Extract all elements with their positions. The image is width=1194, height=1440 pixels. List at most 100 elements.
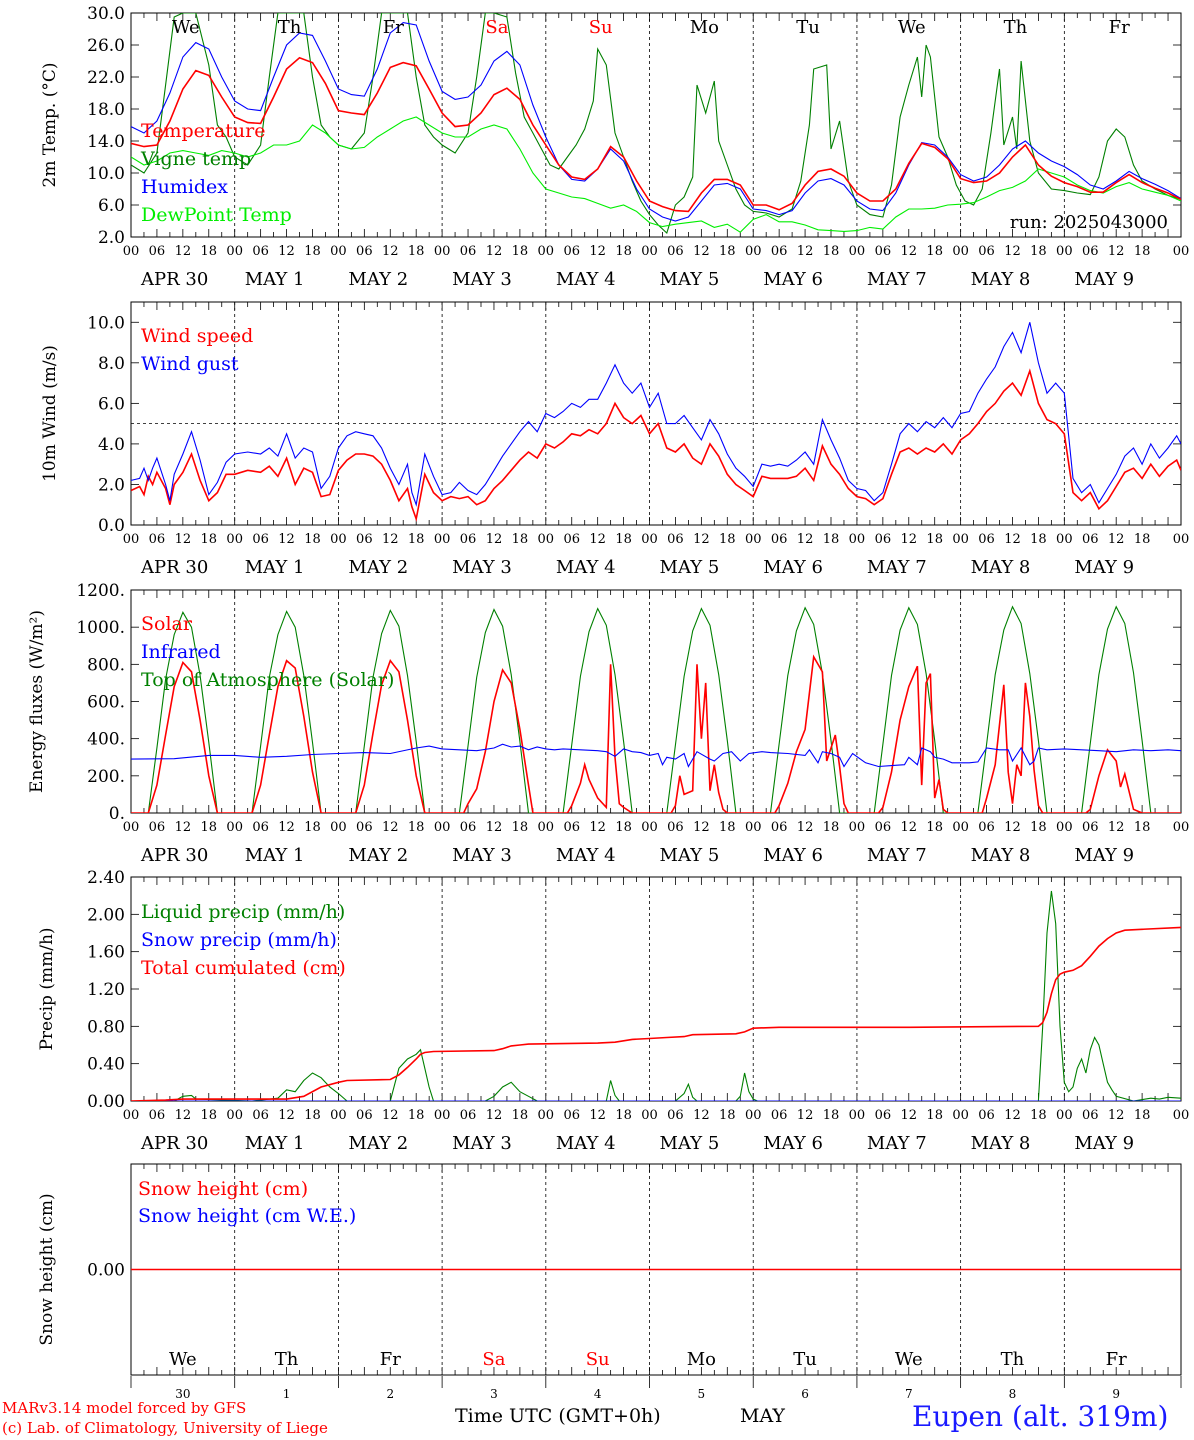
legend-entry: Total cumulated (cm) bbox=[141, 957, 346, 979]
date-label: MAY 6 bbox=[763, 557, 823, 578]
hour-label: 00 bbox=[434, 1108, 451, 1123]
date-label: MAY 5 bbox=[660, 269, 720, 290]
hour-label: 12 bbox=[1004, 244, 1021, 259]
hour-label: 06 bbox=[978, 820, 995, 835]
hour-label: 06 bbox=[149, 532, 166, 547]
hour-label: 06 bbox=[978, 1108, 995, 1123]
hour-label: 12 bbox=[589, 532, 606, 547]
hour-label: 12 bbox=[1004, 1108, 1021, 1123]
hour-label: 18 bbox=[719, 820, 736, 835]
day-name-top: Fr bbox=[1109, 17, 1130, 38]
y-tick-label: 14.0 bbox=[87, 132, 125, 152]
date-label: APR 30 bbox=[140, 269, 208, 290]
y-tick-label: 6.0 bbox=[98, 196, 125, 216]
hour-label: 12 bbox=[486, 532, 503, 547]
date-label: MAY 8 bbox=[971, 1133, 1031, 1154]
y-tick-label: 10.0 bbox=[87, 164, 125, 184]
legend-entry: Top of Atmosphere (Solar) bbox=[141, 669, 394, 691]
hour-label: 12 bbox=[278, 1108, 295, 1123]
hour-label: 06 bbox=[1082, 820, 1099, 835]
hour-label: 00 bbox=[1056, 820, 1073, 835]
hour-label: 12 bbox=[1004, 532, 1021, 547]
day-name-bottom: We bbox=[895, 1349, 923, 1370]
y-tick-label: 200. bbox=[87, 767, 125, 787]
hour-label: 06 bbox=[667, 244, 684, 259]
y-tick-label: 10.0 bbox=[87, 313, 125, 333]
day-name-bottom: Th bbox=[1001, 1349, 1025, 1370]
day-name-top: Sa bbox=[485, 17, 508, 38]
hour-label: 00 bbox=[434, 244, 451, 259]
hour-label: 18 bbox=[1134, 1108, 1151, 1123]
day-name-bottom: Sa bbox=[482, 1349, 505, 1370]
station-label: Eupen (alt. 319m) bbox=[912, 1400, 1169, 1433]
date-label: APR 30 bbox=[140, 1133, 208, 1154]
date-label: MAY 3 bbox=[452, 845, 512, 866]
hour-label: 18 bbox=[408, 532, 425, 547]
hour-label: 06 bbox=[875, 244, 892, 259]
hour-label: 18 bbox=[615, 244, 632, 259]
hour-label: 12 bbox=[797, 532, 814, 547]
panel-frame-wind bbox=[130, 301, 1182, 526]
day-name-bottom: Fr bbox=[380, 1349, 401, 1370]
legend-entry: DewPoint Temp bbox=[141, 204, 292, 226]
day-number: 7 bbox=[905, 1387, 913, 1401]
hour-label: 12 bbox=[589, 1108, 606, 1123]
y-tick-label: 30.0 bbox=[87, 4, 125, 24]
y-tick-label: 18.0 bbox=[87, 100, 125, 120]
hour-label: 00 bbox=[538, 820, 555, 835]
hour-label: 06 bbox=[667, 1108, 684, 1123]
hour-label: 00 bbox=[538, 532, 555, 547]
time-axis-label: Time UTC (GMT+0h) bbox=[455, 1405, 661, 1427]
hour-label: 12 bbox=[1108, 244, 1125, 259]
hour-label: 06 bbox=[563, 1108, 580, 1123]
hour-label: 06 bbox=[771, 244, 788, 259]
y-tick-label: 400. bbox=[87, 730, 125, 750]
run-label: run: 2025043000 bbox=[1010, 212, 1168, 233]
date-label: MAY 3 bbox=[452, 1133, 512, 1154]
hour-label: 06 bbox=[563, 820, 580, 835]
hour-label: 06 bbox=[252, 532, 269, 547]
series-line-temperature bbox=[131, 56, 1181, 213]
hour-label: 06 bbox=[460, 820, 477, 835]
day-name-bottom: Th bbox=[275, 1349, 299, 1370]
date-label: MAY 7 bbox=[867, 1133, 927, 1154]
hour-label: 18 bbox=[1134, 820, 1151, 835]
hour-label: 00 bbox=[1056, 244, 1073, 259]
hour-label: 18 bbox=[926, 244, 943, 259]
legend-entry: Humidex bbox=[141, 176, 228, 198]
date-label: MAY 8 bbox=[971, 845, 1031, 866]
hour-label: 18 bbox=[1030, 244, 1047, 259]
hour-label: 00 bbox=[434, 532, 451, 547]
y-axis-label: Snow height (cm) bbox=[37, 1193, 57, 1345]
hour-label: 06 bbox=[875, 820, 892, 835]
y-axis-label: Precip (mm/h) bbox=[37, 927, 57, 1050]
day-name-bottom: Fr bbox=[1106, 1349, 1127, 1370]
panel-frame-temp bbox=[130, 12, 1182, 238]
hour-label: 00 bbox=[849, 532, 866, 547]
date-label: MAY 2 bbox=[348, 557, 408, 578]
hour-label: 12 bbox=[693, 244, 710, 259]
series-line-solar bbox=[131, 654, 1181, 813]
hour-label: 18 bbox=[201, 244, 218, 259]
hour-label: 00 bbox=[849, 820, 866, 835]
hour-label: 18 bbox=[512, 244, 529, 259]
hour-label: 12 bbox=[1108, 1108, 1125, 1123]
hour-label: 06 bbox=[1082, 244, 1099, 259]
date-label: MAY 7 bbox=[867, 557, 927, 578]
date-label: MAY 6 bbox=[763, 1133, 823, 1154]
hour-label: 18 bbox=[615, 1108, 632, 1123]
hour-label: 06 bbox=[667, 532, 684, 547]
hour-label: 06 bbox=[771, 532, 788, 547]
hour-label: 00 bbox=[1173, 1108, 1190, 1123]
day-number: 30 bbox=[175, 1387, 190, 1401]
hour-label: 06 bbox=[252, 820, 269, 835]
date-label: APR 30 bbox=[140, 557, 208, 578]
legend-entry: Wind speed bbox=[141, 325, 253, 347]
hour-label: 18 bbox=[408, 244, 425, 259]
hour-label: 06 bbox=[460, 1108, 477, 1123]
hour-label: 00 bbox=[330, 532, 347, 547]
series-line-humidex bbox=[131, 22, 1181, 222]
hour-label: 12 bbox=[1108, 820, 1125, 835]
hour-label: 00 bbox=[952, 244, 969, 259]
hour-label: 18 bbox=[1030, 532, 1047, 547]
